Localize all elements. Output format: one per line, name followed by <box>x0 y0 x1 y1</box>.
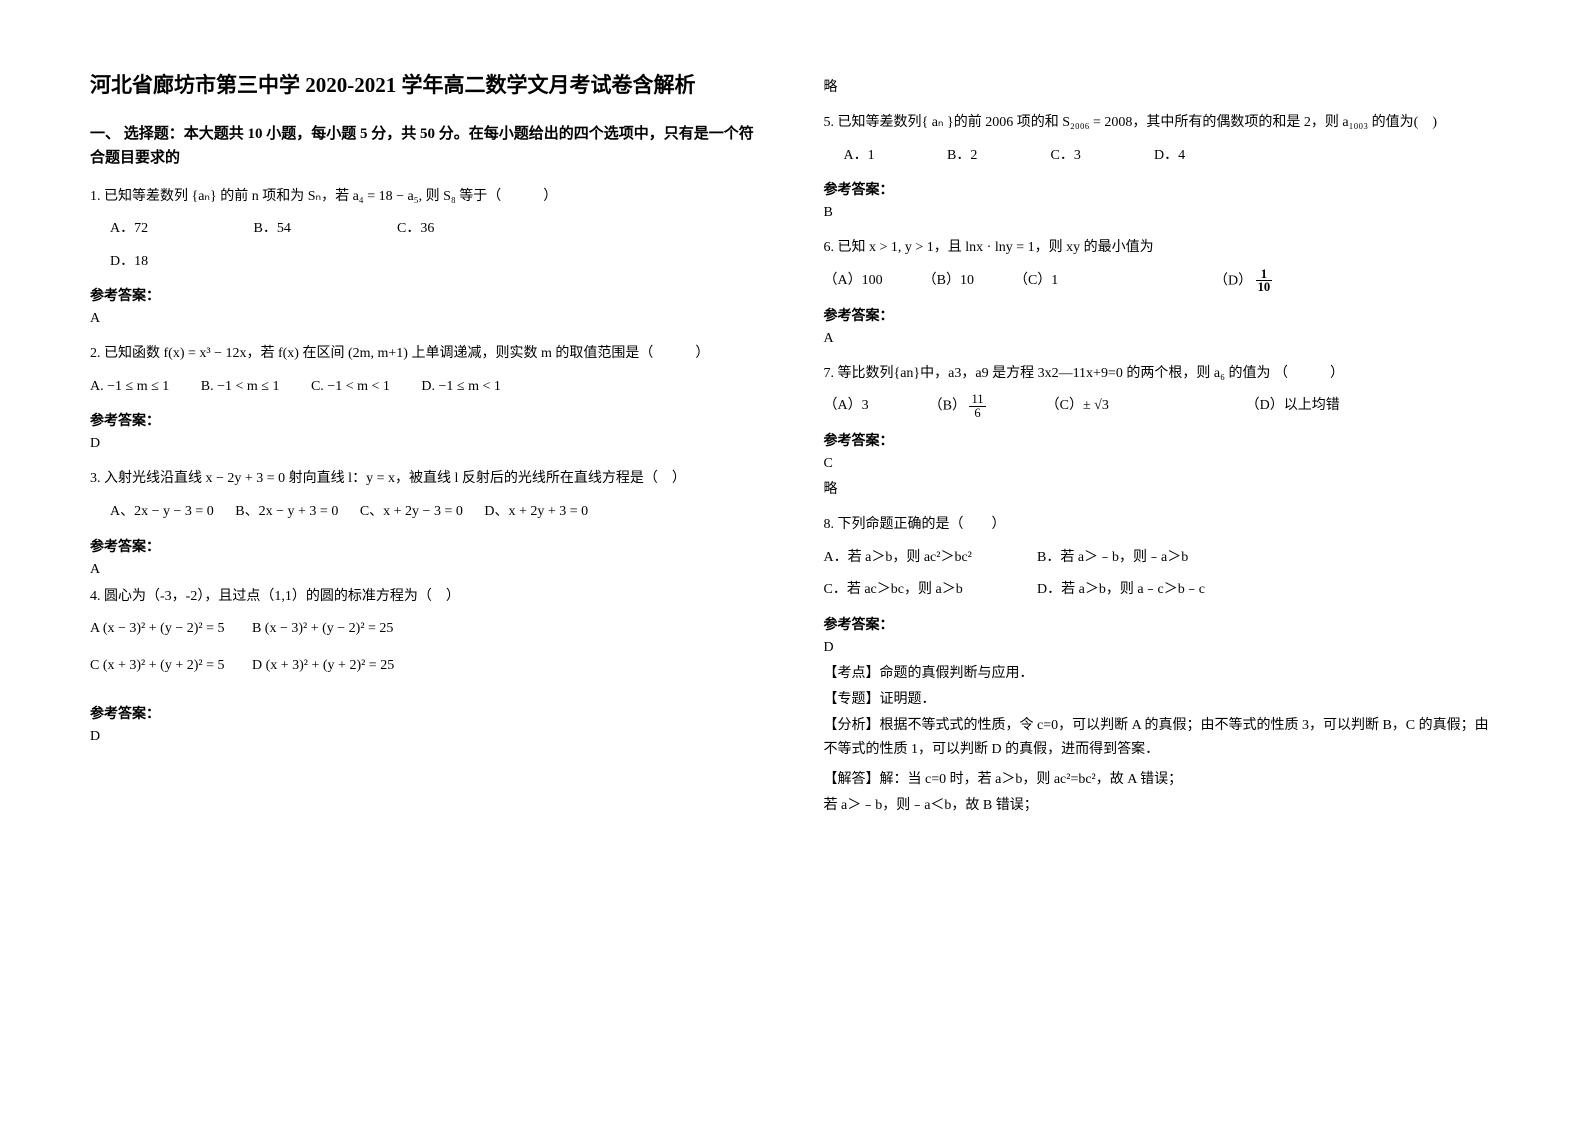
q1-answer: A <box>90 311 764 327</box>
q6-opt-d: （D） 1 10 <box>1214 268 1272 295</box>
q8-solve2: 若 a＞﹣b，则﹣a＜b，故 B 错误； <box>824 794 1498 814</box>
q8-opt-c: C．若 ac＞bc，则 a＞b <box>824 577 1034 604</box>
q1-options: A．72 B．54 C．36 <box>110 216 764 243</box>
q3-opt-a: A、2x − y − 3 = 0 <box>110 504 214 519</box>
q5-stem: 5. 已知等差数列{ aₙ }的前 2006 项的和 S₂₀₀₆ = 2008，… <box>824 110 1498 137</box>
q8-opt-a: A．若 a＞b，则 ac²＞bc² <box>824 545 1034 572</box>
q3-opt-c: C、x + 2y − 3 = 0 <box>360 504 463 519</box>
q1-opt-d: D．18 <box>110 249 764 276</box>
q7-options: （A）3 （B） 11 6 （C）± √3 （D）以上均错 <box>824 393 1498 420</box>
q7-opt-b-pre: （B） <box>929 399 966 414</box>
q8-opt-b: B．若 a＞﹣b，则﹣a＞b <box>1037 550 1188 565</box>
q8-answer-label: 参考答案： <box>824 614 1498 634</box>
q1-answer-label: 参考答案： <box>90 285 764 305</box>
q4-opt-d: D (x + 3)² + (y + 2)² = 25 <box>252 658 394 673</box>
q5-opt-a: A．1 <box>844 143 944 170</box>
q3-opt-d: D、x + 2y + 3 = 0 <box>484 504 588 519</box>
q5-opt-c: C．3 <box>1051 143 1151 170</box>
q6-opt-d-pre: （D） <box>1214 273 1252 288</box>
q7-stem: 7. 等比数列{an}中，a3，a9 是方程 3x2—11x+9=0 的两个根，… <box>824 361 1498 388</box>
q4-note: 略 <box>824 76 1498 96</box>
q2-stem: 2. 已知函数 f(x) = x³ − 12x，若 f(x) 在区间 (2m, … <box>90 341 764 368</box>
q2-opt-d: D. −1 ≤ m < 1 <box>421 379 500 394</box>
q7-note: 略 <box>824 478 1498 498</box>
q4-options-row2: C (x + 3)² + (y + 2)² = 5 D (x + 3)² + (… <box>90 653 764 680</box>
q8-exam: 【考点】命题的真假判断与应用． <box>824 662 1498 682</box>
q7-answer-label: 参考答案： <box>824 430 1498 450</box>
q3-options: A、2x − y − 3 = 0 B、2x − y + 3 = 0 C、x + … <box>110 499 764 526</box>
q2-opt-a: A. −1 ≤ m ≤ 1 <box>90 379 169 394</box>
q8-opt-d: D．若 a＞b，则 a﹣c＞b﹣c <box>1037 582 1205 597</box>
q7-opt-c: （C）± √3 <box>1046 393 1186 420</box>
q1-opt-a: A．72 <box>110 216 250 243</box>
q7-opt-d: （D）以上均错 <box>1246 393 1340 420</box>
q1-opt-b: B．54 <box>254 216 394 243</box>
q4-stem: 4. 圆心为（-3，-2），且过点（1,1）的圆的标准方程为（ ） <box>90 584 764 611</box>
q6-answer-label: 参考答案： <box>824 305 1498 325</box>
q6-stem: 6. 已知 x > 1, y > 1，且 lnx · lny = 1，则 xy … <box>824 235 1498 262</box>
q8-answer: D <box>824 640 1498 656</box>
q7-opt-b-frac: 11 6 <box>969 393 985 419</box>
q4-answer: D <box>90 729 764 745</box>
q7-opt-a: （A）3 <box>824 393 869 420</box>
q2-answer: D <box>90 436 764 452</box>
q3-opt-b: B、2x − y + 3 = 0 <box>235 504 338 519</box>
q8-stem: 8. 下列命题正确的是（ ） <box>824 512 1498 539</box>
q6-opt-d-frac: 1 10 <box>1256 268 1273 294</box>
q1-opt-c: C．36 <box>397 216 537 243</box>
q6-d-den: 10 <box>1256 281 1273 294</box>
q3-answer-label: 参考答案： <box>90 536 764 556</box>
q4-answer-label: 参考答案： <box>90 703 764 723</box>
q6-opt-b: （B）10 <box>923 268 974 295</box>
q8-topic: 【专题】证明题． <box>824 688 1498 708</box>
q7-answer: C <box>824 456 1498 472</box>
q5-answer: B <box>824 205 1498 221</box>
q4-opt-c: C (x + 3)² + (y + 2)² = 5 <box>90 658 224 673</box>
doc-title: 河北省廊坊市第三中学 2020-2021 学年高二数学文月考试卷含解析 <box>90 70 764 102</box>
q5-options: A．1 B．2 C．3 D．4 <box>844 143 1498 170</box>
q2-opt-b: B. −1 < m ≤ 1 <box>201 379 280 394</box>
q6-answer: A <box>824 331 1498 347</box>
q6-options: （A）100 （B）10 （C）1 （D） 1 10 <box>824 268 1498 295</box>
q3-answer: A <box>90 562 764 578</box>
q8-options-row1: A．若 a＞b，则 ac²＞bc² B．若 a＞﹣b，则﹣a＞b <box>824 545 1498 572</box>
q7-opt-b: （B） 11 6 <box>929 393 986 420</box>
q2-options: A. −1 ≤ m ≤ 1 B. −1 < m ≤ 1 C. −1 < m < … <box>90 374 764 401</box>
q5-opt-d: D．4 <box>1154 148 1185 163</box>
q1-stem: 1. 已知等差数列 {aₙ} 的前 n 项和为 Sₙ，若 a₄ = 18 − a… <box>90 184 764 211</box>
q5-answer-label: 参考答案： <box>824 179 1498 199</box>
q4-opt-b: B (x − 3)² + (y − 2)² = 25 <box>252 621 393 636</box>
q7-b-num: 11 <box>969 393 985 407</box>
q6-opt-a: （A）100 <box>824 268 883 295</box>
q8-analysis: 【分析】根据不等式式的性质，令 c=0，可以判断 A 的真假；由不等式的性质 3… <box>824 714 1498 762</box>
section-header: 一、 选择题：本大题共 10 小题，每小题 5 分，共 50 分。在每小题给出的… <box>90 122 764 170</box>
q5-opt-b: B．2 <box>947 143 1047 170</box>
q2-answer-label: 参考答案： <box>90 410 764 430</box>
q6-d-num: 1 <box>1256 268 1273 282</box>
q8-options-row2: C．若 ac＞bc，则 a＞b D．若 a＞b，则 a﹣c＞b﹣c <box>824 577 1498 604</box>
q4-opt-a: A (x − 3)² + (y − 2)² = 5 <box>90 621 224 636</box>
q4-options-row1: A (x − 3)² + (y − 2)² = 5 B (x − 3)² + (… <box>90 616 764 643</box>
q6-opt-c: （C）1 <box>1014 268 1174 295</box>
q7-b-den: 6 <box>969 407 985 420</box>
q8-solve1: 【解答】解：当 c=0 时，若 a＞b，则 ac²=bc²，故 A 错误； <box>824 768 1498 788</box>
q2-opt-c: C. −1 < m < 1 <box>311 379 390 394</box>
q3-stem: 3. 入射光线沿直线 x − 2y + 3 = 0 射向直线 l：y = x，被… <box>90 466 764 493</box>
